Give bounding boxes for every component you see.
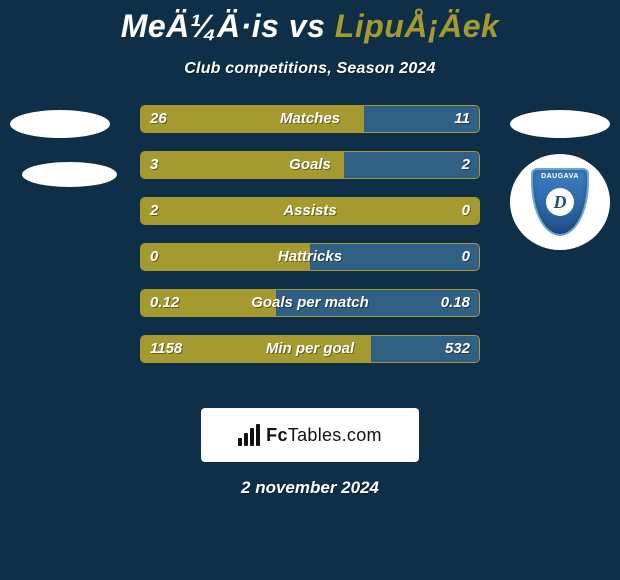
stat-value-right: 0 <box>462 244 470 271</box>
stat-bars: 26Matches113Goals22Assists00Hattricks00.… <box>140 105 480 381</box>
stat-label: Goals <box>141 152 479 179</box>
stat-label: Min per goal <box>141 336 479 363</box>
stat-value-right: 0.18 <box>441 290 470 317</box>
stat-label: Matches <box>141 106 479 133</box>
page-subtitle: Club competitions, Season 2024 <box>0 60 620 78</box>
stat-row: 26Matches11 <box>140 105 480 133</box>
branding-text: FcTables.com <box>266 425 382 446</box>
page-title: MeÄ¼Ä·is vs LipuÅ¡Äek <box>0 0 620 46</box>
team-badge-left-bottom <box>22 162 117 187</box>
title-player-right: LipuÅ¡Äek <box>335 8 500 44</box>
stat-value-right: 0 <box>462 198 470 225</box>
branding-prefix: Fc <box>266 425 288 445</box>
stat-label: Hattricks <box>141 244 479 271</box>
branding-rest: Tables.com <box>288 425 382 445</box>
footer-date: 2 november 2024 <box>0 478 620 498</box>
stat-value-right: 11 <box>454 106 470 133</box>
stat-row: 0.12Goals per match0.18 <box>140 289 480 317</box>
title-vs: vs <box>279 8 334 44</box>
club-crest-letter: D <box>546 188 574 216</box>
comparison-panel: D 26Matches113Goals22Assists00Hattricks0… <box>0 118 620 398</box>
stat-value-right: 2 <box>462 152 470 179</box>
stat-row: 2Assists0 <box>140 197 480 225</box>
bar-chart-icon <box>238 424 260 446</box>
stat-row: 0Hattricks0 <box>140 243 480 271</box>
stat-label: Goals per match <box>141 290 479 317</box>
title-player-left: MeÄ¼Ä·is <box>121 8 280 44</box>
stat-label: Assists <box>141 198 479 225</box>
stat-row: 3Goals2 <box>140 151 480 179</box>
team-badge-right-top <box>510 110 610 138</box>
stat-row: 1158Min per goal532 <box>140 335 480 363</box>
club-crest-icon: D <box>531 168 589 236</box>
team-badge-left-top <box>10 110 110 138</box>
team-badge-right-bottom: D <box>510 154 610 250</box>
branding-badge: FcTables.com <box>201 408 419 462</box>
stat-value-right: 532 <box>445 336 470 363</box>
